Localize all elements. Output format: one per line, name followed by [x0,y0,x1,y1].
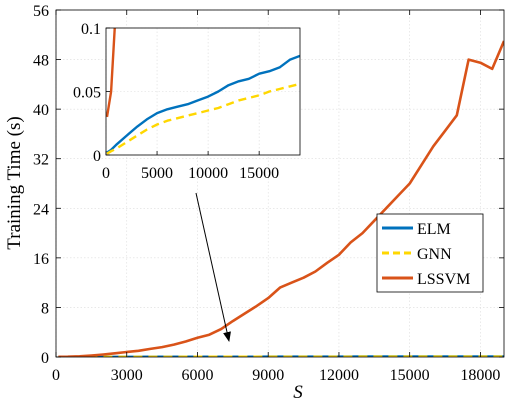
y-tick-label: 48 [33,53,49,70]
main-ticks: 0 3000 6000 9000 12000 15000 18000 0 8 16 24 32 40 48… [33,3,504,384]
inset-x-tick-label: 10000 [188,165,228,182]
series-line-lssvm [58,40,504,357]
legend: ELM GNN LSSVM [376,213,484,293]
y-axis-label: Training Time (s) [4,116,25,249]
inset-x-tick-label: 15000 [239,165,279,182]
x-tick-label: 15000 [390,367,430,384]
zoom-arrow [195,192,231,342]
y-tick-label: 56 [33,3,49,20]
legend-label-elm: ELM [417,221,451,238]
y-tick-label: 24 [33,201,49,218]
x-tick-label: 12000 [319,367,359,384]
inset-ticks: 0 5000 10000 15000 0 0.05 0.1 [73,21,279,182]
inset-x-tick-label: 0 [102,165,110,182]
x-tick-label: 9000 [252,367,284,384]
x-axis-label: S [293,382,303,403]
main-plot-frame [55,9,505,358]
y-tick-label: 40 [33,102,49,119]
x-tick-label: 0 [52,367,60,384]
inset-x-tick-label: 5000 [141,165,173,182]
y-tick-label: 8 [41,300,49,317]
y-tick-label: 32 [33,152,49,169]
x-tick-label: 6000 [181,367,213,384]
inset-y-tick-label: 0 [93,148,101,165]
legend-label-lssvm: LSSVM [417,271,470,288]
y-tick-label: 16 [33,251,49,268]
inset-y-tick-label: 0.1 [81,21,101,38]
inset-series [106,28,300,155]
inset-series-line-gnn [106,82,300,155]
x-tick-label: 3000 [111,367,143,384]
x-tick-label: 18000 [460,367,500,384]
inset-y-tick-label: 0.05 [73,85,101,102]
legend-label-gnn: GNN [417,246,452,263]
y-tick-label: 0 [41,350,49,367]
inset-series-line-elm [106,54,300,154]
